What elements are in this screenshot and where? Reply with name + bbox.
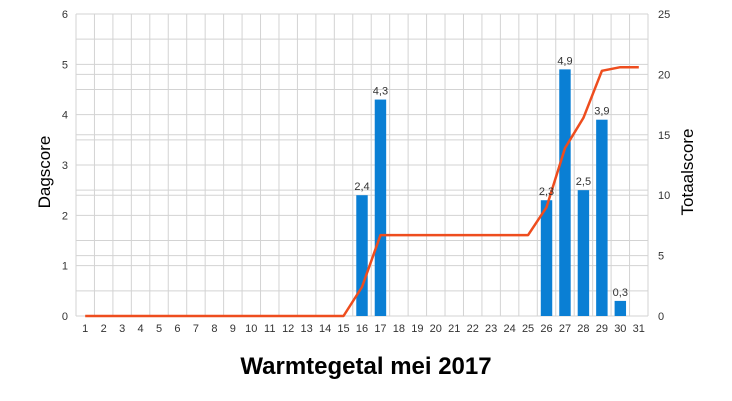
x-tick-label: 5 (156, 323, 162, 335)
x-tick-label: 27 (559, 323, 571, 335)
y2-tick-label: 10 (658, 190, 670, 202)
x-tick-label: 2 (101, 323, 107, 335)
x-tick-label: 13 (301, 323, 313, 335)
data-label-day-30: 0,3 (613, 287, 628, 299)
totaalscore-line (85, 65, 639, 318)
data-label-day-29: 3,9 (594, 106, 609, 118)
data-label-day-28: 2,5 (576, 176, 591, 188)
x-tick-label: 26 (540, 323, 552, 335)
y2-tick-label: 25 (658, 9, 670, 21)
x-tick-label: 24 (503, 323, 515, 335)
x-tick-label: 17 (374, 323, 386, 335)
x-tick-label: 15 (337, 323, 349, 335)
data-label-day-17: 4,3 (373, 86, 388, 98)
y2-tick-label: 15 (658, 130, 670, 142)
y-tick-label: 3 (62, 160, 68, 172)
x-tick-label: 18 (393, 323, 405, 335)
y-tick-label: 1 (62, 261, 68, 273)
x-tick-label: 10 (245, 323, 257, 335)
bar-day-26 (540, 200, 553, 316)
x-tick-label: 6 (174, 323, 180, 335)
x-tick-label: 16 (356, 323, 368, 335)
x-tick-label: 20 (430, 323, 442, 335)
x-tick-label: 21 (448, 323, 460, 335)
x-tick-label: 28 (577, 323, 589, 335)
chart-title: Warmtegetal mei 2017 (240, 353, 491, 380)
x-tick-label: 3 (119, 323, 125, 335)
x-tick-label: 31 (633, 323, 645, 335)
y-tick-label: 2 (62, 210, 68, 222)
y-tick-label: 5 (62, 59, 68, 71)
bar-day-17 (374, 99, 387, 316)
y-tick-label: 4 (62, 110, 68, 122)
x-tick-label: 22 (467, 323, 479, 335)
data-label-day-16: 2,4 (354, 181, 369, 193)
x-tick-label: 4 (138, 323, 144, 335)
data-labels: 2,4 4,3 2,3 4,9 2,5 3,9 0,3 (354, 55, 628, 299)
bar-day-30 (614, 300, 627, 316)
y2-tick-label: 20 (658, 69, 670, 81)
bar-day-29 (596, 119, 608, 316)
data-label-day-27: 4,9 (557, 55, 572, 67)
x-tick-label: 8 (211, 323, 217, 335)
x-tick-label: 19 (411, 323, 423, 335)
y-tick-label: 6 (62, 9, 68, 21)
y-axis-title: Dagscore (35, 136, 54, 209)
x-tick-label: 7 (193, 323, 199, 335)
bar-day-16 (356, 195, 368, 316)
x-tick-label: 25 (522, 323, 534, 335)
x-tick-label: 9 (230, 323, 236, 335)
x-tick-label: 30 (614, 323, 626, 335)
x-tick-label: 14 (319, 323, 331, 335)
x-tick-label: 12 (282, 323, 294, 335)
x-tick-label: 1 (82, 323, 88, 335)
bar-day-28 (577, 190, 590, 316)
x-tick-label: 23 (485, 323, 497, 335)
x-tick-label: 29 (596, 323, 608, 335)
data-label-day-26: 2,3 (539, 186, 554, 198)
x-tick-label: 11 (264, 323, 275, 335)
y2-axis-title: Totaalscore (678, 129, 697, 216)
y2-tick-label: 5 (658, 251, 664, 263)
bar-day-27 (559, 69, 571, 316)
cumulative-line (85, 65, 639, 318)
bars (356, 69, 627, 316)
y2-tick-label: 0 (658, 311, 664, 323)
y-tick-label: 0 (62, 311, 68, 323)
